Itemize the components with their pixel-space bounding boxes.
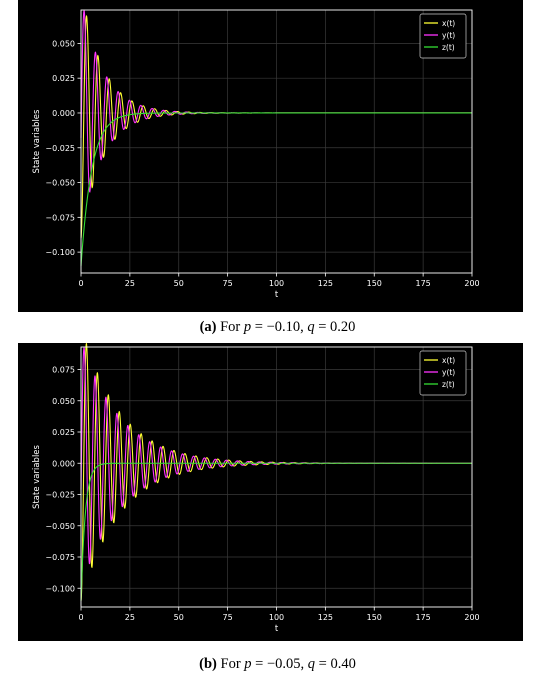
y-tick-label: −0.075 <box>45 213 75 222</box>
x-tick-label: 50 <box>174 613 184 622</box>
x-tick-label: 200 <box>464 279 479 288</box>
caption-a-text: For <box>220 319 241 335</box>
caption-a-q-var: q <box>307 319 315 335</box>
x-tick-label: 175 <box>415 613 430 622</box>
legend-label: z(t) <box>442 380 455 389</box>
x-tick-label: 100 <box>269 613 284 622</box>
x-tick-label: 25 <box>125 279 135 288</box>
chart-b-svg: 0 25 50 75 100 125 150 175 200 −0.100 −0.075 −0.050… <box>32 343 480 634</box>
y-tick-label: −0.050 <box>45 522 75 531</box>
y-tick-label: 0.000 <box>52 109 75 118</box>
series-line-zt <box>80 112 472 267</box>
x-axis-label: t <box>275 624 279 634</box>
caption-b-q-var: q <box>307 656 316 672</box>
x-tick-label: 175 <box>415 279 430 288</box>
x-axis-label: t <box>275 290 279 300</box>
x-tick-label: 100 <box>269 279 284 288</box>
y-tick-label: −0.050 <box>45 179 75 188</box>
y-axis-label: State variables <box>32 444 42 508</box>
caption-b: (b) For p = −0.05, q = 0.40 <box>0 656 555 673</box>
y-tick-label: −0.100 <box>45 584 75 593</box>
caption-a-p-val: = −0.10, <box>254 319 304 335</box>
y-tick-label: 0.025 <box>52 74 75 83</box>
caption-a: (a) For p = −0.10, q = 0.20 <box>0 319 555 336</box>
y-tick-label: 0.000 <box>52 459 75 468</box>
x-tick-label: 0 <box>78 279 83 288</box>
x-tick-label: 50 <box>174 279 184 288</box>
x-tick-label: 125 <box>318 613 333 622</box>
x-tick-label: 150 <box>367 613 382 622</box>
y-tick-label: 0.050 <box>52 39 75 48</box>
y-axis-label: State variables <box>32 109 42 173</box>
caption-a-q-val: = 0.20 <box>318 319 356 335</box>
x-tick-label: 25 <box>125 613 135 622</box>
caption-b-p-var: p <box>244 656 252 672</box>
x-tick-label: 75 <box>223 279 233 288</box>
legend-label: z(t) <box>442 43 455 52</box>
legend-label: x(t) <box>442 356 455 365</box>
caption-b-p-val: = −0.05, <box>255 656 305 672</box>
x-tick-label: 150 <box>367 279 382 288</box>
y-tick-label: −0.025 <box>45 491 75 500</box>
caption-a-label: (a) <box>199 319 217 335</box>
legend-label: y(t) <box>442 368 455 377</box>
y-tick-label: −0.100 <box>45 248 75 257</box>
caption-b-q-val: = 0.40 <box>318 656 356 672</box>
legend-label: y(t) <box>442 31 455 40</box>
caption-b-label: (b) <box>199 656 217 672</box>
legend-label: x(t) <box>442 19 455 28</box>
y-tick-label: 0.025 <box>52 428 75 437</box>
x-tick-label: 0 <box>78 613 83 622</box>
x-tick-label: 200 <box>464 613 479 622</box>
chart-panel-a: 0 25 50 75 100 125 150 175 200 −0.100 −0.075 −0.050… <box>18 0 523 312</box>
x-tick-label: 75 <box>223 613 233 622</box>
y-tick-label: 0.050 <box>52 397 75 406</box>
caption-b-text: For <box>220 656 241 672</box>
caption-a-p-var: p <box>243 319 252 335</box>
y-tick-label: −0.075 <box>45 553 75 562</box>
x-tick-label: 125 <box>318 279 333 288</box>
chart-panel-b: 0 25 50 75 100 125 150 175 200 −0.100 −0.075 −0.050… <box>18 343 523 641</box>
y-tick-label: 0.075 <box>52 366 75 375</box>
series-line-zt <box>80 462 472 601</box>
chart-a-svg: 0 25 50 75 100 125 150 175 200 −0.100 −0.075 −0.050… <box>32 9 480 300</box>
y-tick-label: −0.025 <box>45 144 75 153</box>
